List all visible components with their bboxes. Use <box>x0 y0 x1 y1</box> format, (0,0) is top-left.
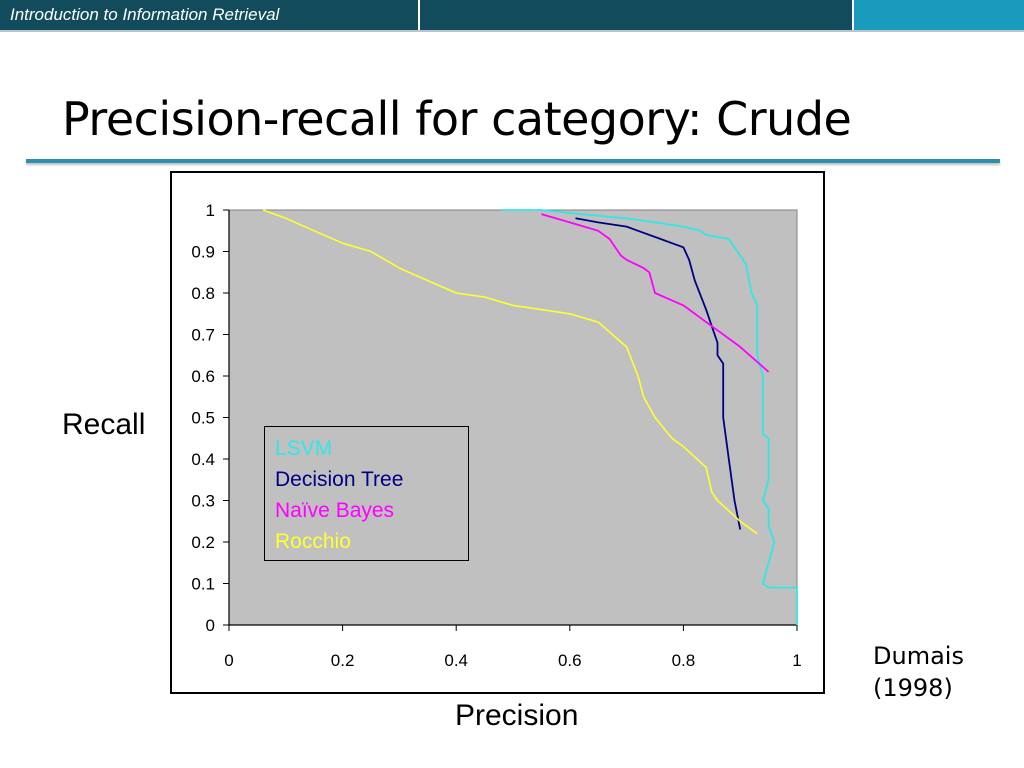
y-tick-label: 0.4 <box>191 450 215 469</box>
x-tick-label: 0.8 <box>672 651 696 670</box>
legend-item-naive-bayes: Naïve Bayes <box>275 499 395 522</box>
slide-title: Precision-recall for category: Crude <box>62 92 852 146</box>
y-axis-label: Recall <box>62 408 146 441</box>
legend-item-rocchio: Rocchio <box>275 530 351 553</box>
y-tick-label: 0.1 <box>191 575 215 594</box>
banner-segment-middle <box>420 0 852 30</box>
series-line-decision-tree <box>575 217 742 530</box>
course-title: Introduction to Information Retrieval <box>10 5 280 24</box>
source-citation: Dumais (1998) <box>873 640 964 704</box>
chart-legend: LSVM Decision Tree Naïve Bayes Rocchio <box>264 426 469 561</box>
x-tick-label: 1 <box>792 651 801 670</box>
banner-segment-left <box>0 0 418 30</box>
x-tick-label: 0.2 <box>331 651 355 670</box>
y-tick-label: 1 <box>206 201 215 220</box>
x-axis-label: Precision <box>455 699 579 732</box>
series-line-na-ve-bayes <box>541 213 770 373</box>
source-year: (1998) <box>873 674 953 702</box>
x-tick-label: 0 <box>224 651 233 670</box>
y-tick-label: 0.5 <box>191 409 215 428</box>
source-author: Dumais <box>873 642 964 670</box>
x-tick-label: 0.4 <box>444 651 468 670</box>
y-tick-label: 0 <box>206 616 215 635</box>
x-tick-label: 0.6 <box>558 651 582 670</box>
y-tick-label: 0.8 <box>191 284 215 303</box>
series-line-rocchio <box>262 209 758 535</box>
title-divider <box>26 159 1000 163</box>
legend-item-decision-tree: Decision Tree <box>275 468 404 491</box>
banner-segment-right <box>854 0 1024 30</box>
y-tick-label: 0.6 <box>191 367 215 386</box>
plot-area <box>228 209 798 626</box>
y-tick-label: 0.9 <box>191 243 215 262</box>
legend-item-lsvm: LSVM <box>275 437 333 460</box>
top-banner: Introduction to Information Retrieval <box>0 0 1024 32</box>
banner-shadow <box>0 30 1024 32</box>
y-tick-label: 0.2 <box>191 533 215 552</box>
y-tick-label: 0.7 <box>191 326 215 345</box>
y-tick-label: 0.3 <box>191 492 215 511</box>
series-line-lsvm <box>501 209 798 625</box>
